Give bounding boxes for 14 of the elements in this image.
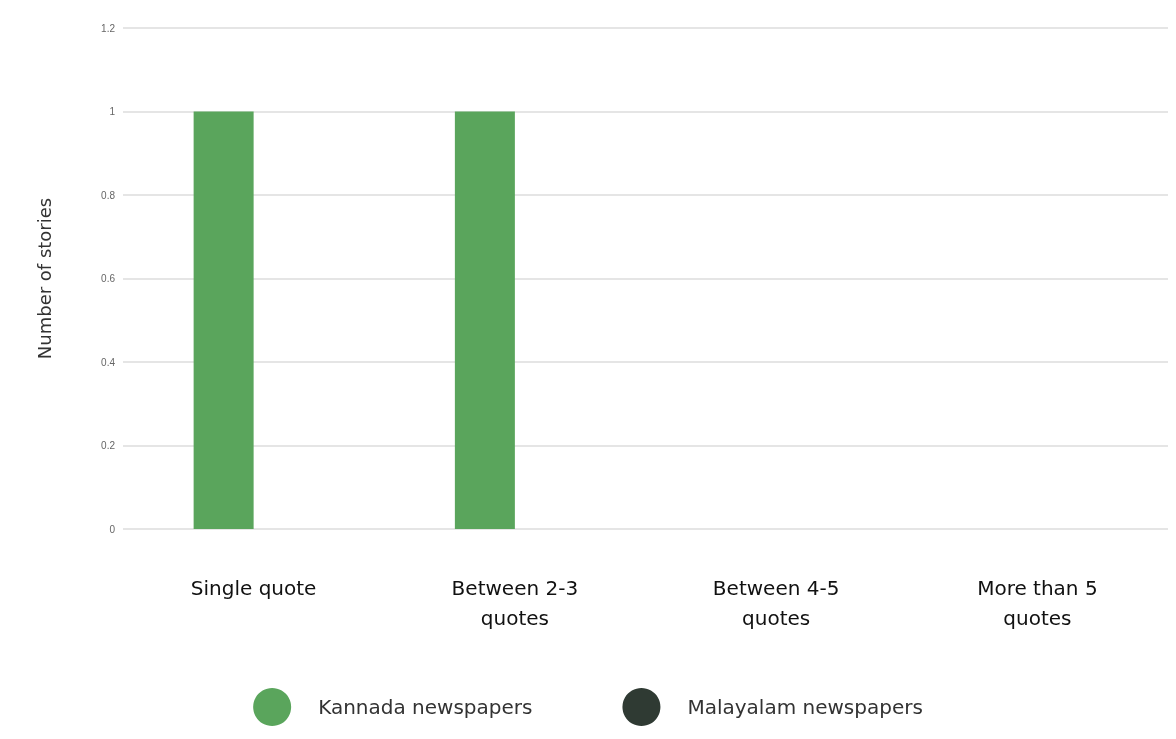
y-tick-label: 0.2 [101,440,116,451]
y-tick-label: 0.4 [101,356,116,368]
y-tick-label: 1 [109,106,116,117]
x-tick-label: Between 2-3 quotes [451,576,579,630]
y-tick-label: 0 [109,523,116,535]
x-tick-label: More than 5 quotes [977,576,1098,630]
y-tick-label: 0.8 [101,189,116,201]
y-tick-label: 0.6 [101,273,116,284]
y-tick-label: 1.2 [101,22,116,34]
y-axis-title: Number of stories [33,197,55,360]
legend-label: Malayalam newspapers [687,695,923,719]
x-tick-label: Between 4-5 quotes [712,576,840,630]
legend-label: Kannada newspapers [318,695,533,719]
x-tick-label: Single quote [190,576,317,600]
